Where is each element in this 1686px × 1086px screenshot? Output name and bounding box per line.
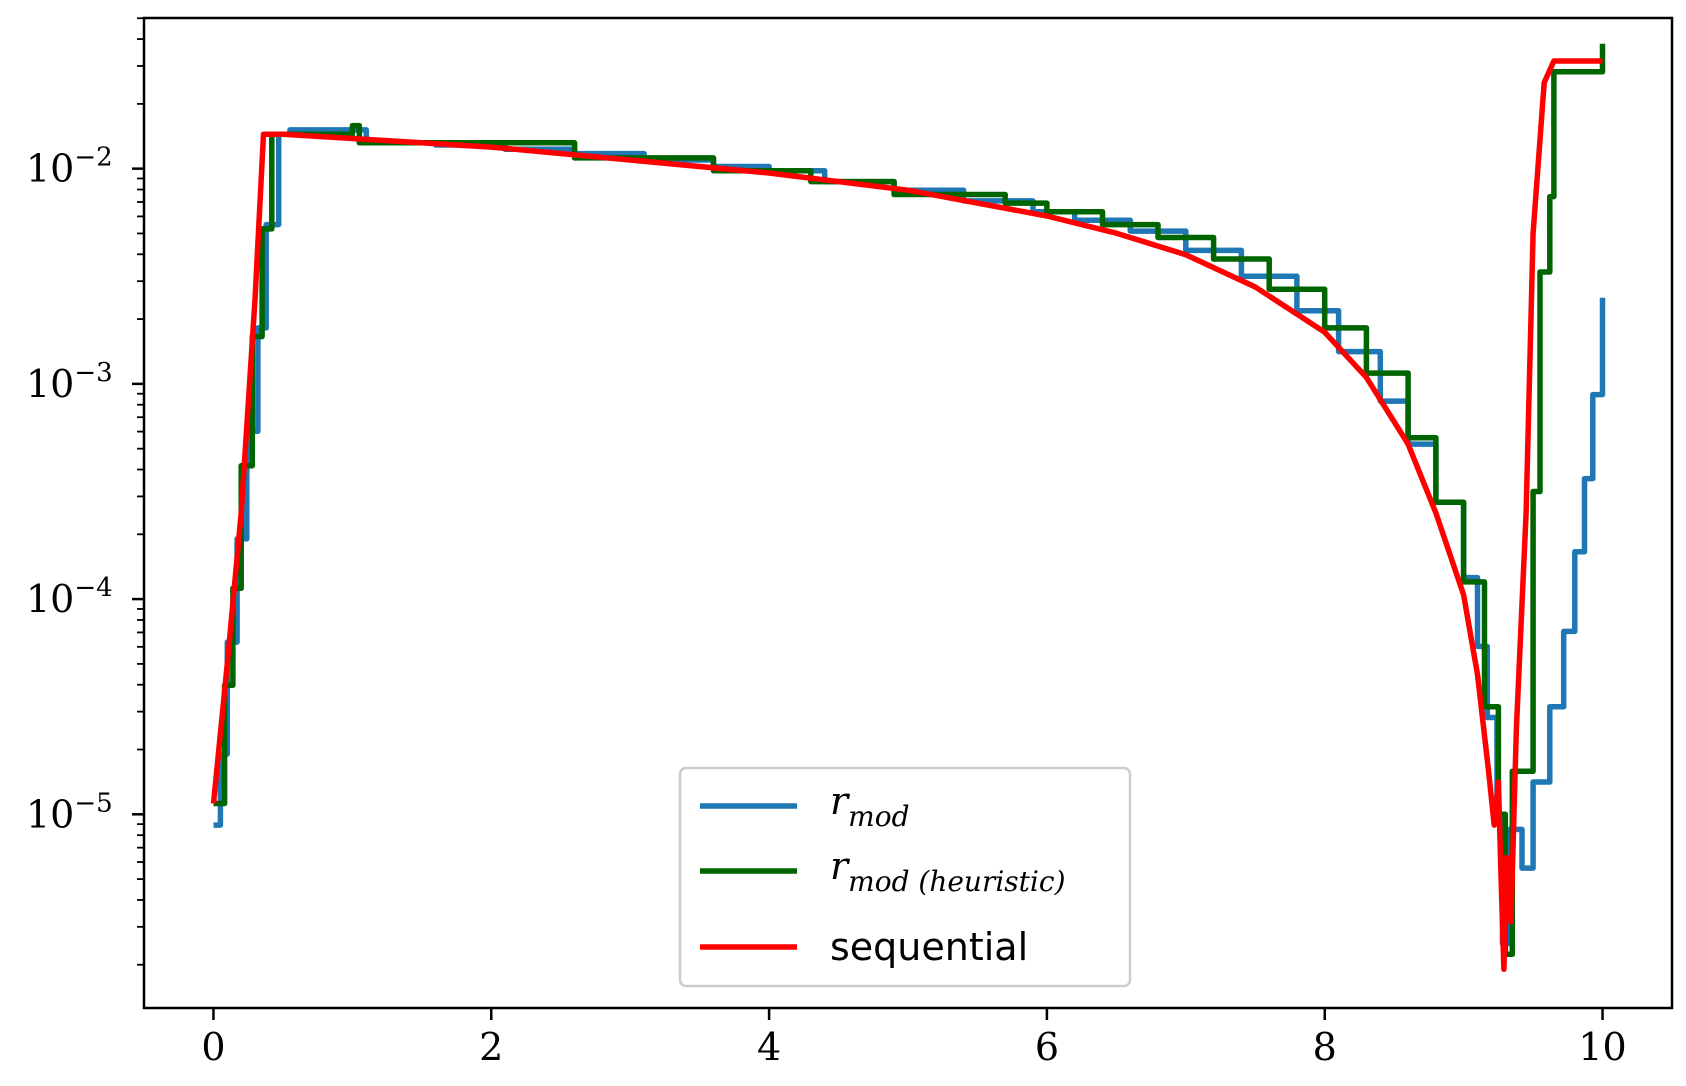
- y-tick-base: 10: [26, 362, 74, 406]
- series-line-2: [210, 58, 1603, 973]
- y-tick-exponent: −3: [74, 358, 112, 388]
- legend-label-0: rmod: [830, 779, 910, 833]
- legend-label-1: rmod (heuristic): [830, 844, 1066, 898]
- y-tick-label: 10−4: [26, 573, 113, 621]
- y-tick-exponent: −5: [74, 788, 112, 818]
- y-tick-base: 10: [26, 792, 74, 836]
- legend-label-main: r: [830, 779, 851, 823]
- series-line-1: [213, 43, 1606, 957]
- x-tick-label: 8: [1313, 1025, 1337, 1069]
- y-axis: 10−210−310−410−5: [26, 17, 144, 966]
- x-tick-label: 10: [1578, 1025, 1626, 1069]
- x-tick-label: 4: [757, 1025, 781, 1069]
- x-tick-label: 2: [479, 1025, 503, 1069]
- y-tick-label: 10−5: [26, 788, 113, 836]
- legend-frame: [678, 766, 1132, 988]
- legend-label-subscript: mod (heuristic): [848, 865, 1065, 898]
- legend-label-subscript: mod: [848, 800, 909, 833]
- y-tick-base: 10: [26, 577, 74, 621]
- legend-label-main: r: [830, 844, 851, 888]
- y-tick-base: 10: [26, 147, 74, 191]
- y-tick-exponent: −4: [74, 573, 112, 603]
- y-tick-label: 10−3: [26, 358, 113, 406]
- x-axis: 0 2 4 6 8 10: [201, 1008, 1627, 1069]
- series-layer: [210, 43, 1606, 973]
- legend-label-2: sequential: [830, 925, 1028, 969]
- y-tick-label: 10−2: [26, 143, 113, 191]
- x-tick-label: 0: [201, 1025, 225, 1069]
- y-tick-exponent: −2: [74, 143, 112, 173]
- x-tick-label: 6: [1035, 1025, 1059, 1069]
